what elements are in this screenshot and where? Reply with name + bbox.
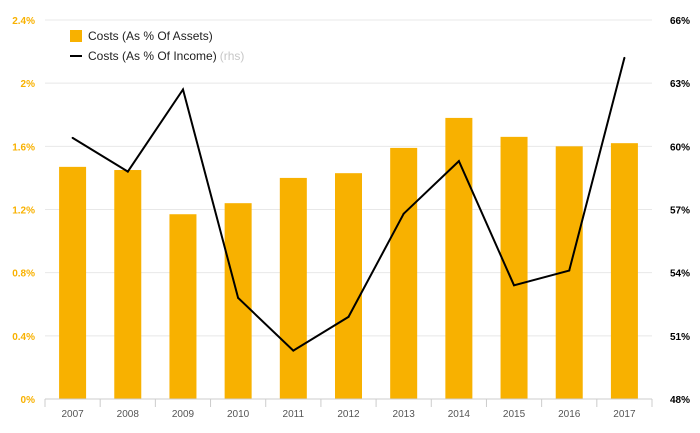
right-tick-label: 54% xyxy=(670,269,690,280)
legend: Costs (As % Of Assets) Costs (As % Of In… xyxy=(70,26,244,66)
x-tick-label: 2012 xyxy=(337,409,360,420)
right-tick-label: 57% xyxy=(670,206,690,217)
line-point-2010 xyxy=(237,296,240,299)
right-tick-label: 60% xyxy=(670,142,690,153)
left-tick-label: 1.6% xyxy=(12,142,35,153)
x-tick-label: 2007 xyxy=(61,409,84,420)
x-tick-label: 2008 xyxy=(117,409,140,420)
left-tick-label: 2.4% xyxy=(12,16,35,27)
legend-item-bar: Costs (As % Of Assets) xyxy=(70,26,244,46)
bar-2012 xyxy=(335,173,362,399)
bar-2009 xyxy=(169,214,197,399)
bar-2017 xyxy=(610,143,638,399)
line-point-2009 xyxy=(181,88,184,91)
legend-label-line: Costs (As % Of Income) xyxy=(88,49,217,63)
line-point-2016 xyxy=(568,269,571,272)
left-tick-label: 2% xyxy=(21,79,36,90)
line-point-2017 xyxy=(623,56,626,59)
left-tick-label: 1.2% xyxy=(12,206,35,217)
legend-label-bar: Costs (As % Of Assets) xyxy=(88,29,213,43)
legend-label-suffix: (rhs) xyxy=(219,49,245,63)
line-point-2011 xyxy=(292,349,295,352)
bar-2014 xyxy=(445,117,473,400)
bar-2010 xyxy=(224,203,252,399)
right-tick-label: 48% xyxy=(670,395,690,406)
line-point-2013 xyxy=(402,212,405,215)
right-tick-label: 66% xyxy=(670,16,690,27)
x-tick-label: 2015 xyxy=(503,409,526,420)
bar-2015 xyxy=(500,136,528,399)
legend-swatch-bar xyxy=(70,30,82,42)
legend-item-line: Costs (As % Of Income) (rhs) xyxy=(70,46,244,66)
x-tick-label: 2017 xyxy=(613,409,636,420)
legend-swatch-line xyxy=(70,55,82,57)
x-tick-label: 2016 xyxy=(558,409,581,420)
bar-2008 xyxy=(114,170,142,399)
x-tick-label: 2013 xyxy=(393,409,416,420)
right-tick-label: 63% xyxy=(670,79,690,90)
line-point-2014 xyxy=(457,160,460,163)
bar-2011 xyxy=(279,177,307,399)
bar-2007 xyxy=(59,166,87,399)
right-tick-label: 51% xyxy=(670,332,690,343)
line-point-2012 xyxy=(347,315,350,318)
x-tick-label: 2010 xyxy=(227,409,250,420)
line-point-2007 xyxy=(71,136,74,139)
line-point-2015 xyxy=(513,284,516,287)
x-tick-label: 2009 xyxy=(172,409,195,420)
left-tick-label: 0% xyxy=(21,395,36,406)
left-tick-label: 0.4% xyxy=(12,332,35,343)
x-tick-label: 2011 xyxy=(283,409,305,420)
line-point-2008 xyxy=(126,170,129,173)
bar-2013 xyxy=(390,147,418,399)
left-tick-label: 0.8% xyxy=(12,269,35,280)
x-tick-label: 2014 xyxy=(448,409,471,420)
